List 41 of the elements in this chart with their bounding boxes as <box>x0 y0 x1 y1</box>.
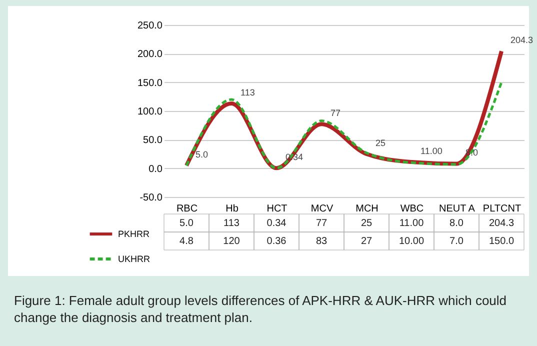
data-label: 150.0 <box>488 236 514 247</box>
data-label: 25 <box>360 218 372 229</box>
y-tick-label: 0.0 <box>148 164 163 175</box>
data-label: 0.34 <box>266 218 287 229</box>
data-label: 4.8 <box>180 236 194 247</box>
legend-label: PKHRR <box>118 229 150 239</box>
data-label: 83 <box>316 236 328 247</box>
data-label: 7.0 <box>450 236 464 247</box>
text: 77 <box>330 108 341 118</box>
text: 204.3 <box>510 35 534 46</box>
x-tick-label: NEUT A <box>439 204 476 214</box>
data-label: 0.36 <box>266 236 287 247</box>
x-tick-label: Hb <box>226 204 239 214</box>
x-tick-label: HCT <box>266 204 288 214</box>
caption: Figure 1: Female adult group levels differences of APK-HRR & AUK-HRR which could change the diagnosis and treatment plan. <box>14 292 508 326</box>
y-tick-label: 150.0 <box>137 78 163 89</box>
legend-label: UKHRR <box>118 254 150 264</box>
x-tick-label: MCH <box>356 204 378 214</box>
data-label: 77 <box>316 218 328 229</box>
x-tick-label: WBC <box>400 204 424 214</box>
data-label: 27 <box>360 236 372 247</box>
data-label: 11.00 <box>399 218 424 229</box>
y-tick-label: -50.0 <box>140 192 163 204</box>
text: 113 <box>240 88 255 98</box>
data-label: 10.00 <box>398 236 424 247</box>
x-tick-label: MCV <box>310 204 334 214</box>
data-label: 204.3 <box>488 218 514 229</box>
y-tick-label: 250.0 <box>137 20 163 32</box>
text: 5.0 <box>196 149 208 160</box>
data-label: 8.0 <box>450 218 464 229</box>
x-tick-label: RBC <box>176 204 198 214</box>
data-label: 113 <box>224 218 240 229</box>
data-label: 5.0 <box>180 218 194 229</box>
line-series <box>185 81 503 170</box>
y-tick-label: 100.0 <box>137 106 163 118</box>
text: 25 <box>376 138 386 148</box>
y-tick-label: 50.0 <box>143 135 163 146</box>
x-tick-label: PLTCNT <box>482 204 522 214</box>
data-label: 120 <box>223 236 240 247</box>
text: 11.00 <box>420 146 442 156</box>
y-tick-label: 200.0 <box>137 49 163 60</box>
